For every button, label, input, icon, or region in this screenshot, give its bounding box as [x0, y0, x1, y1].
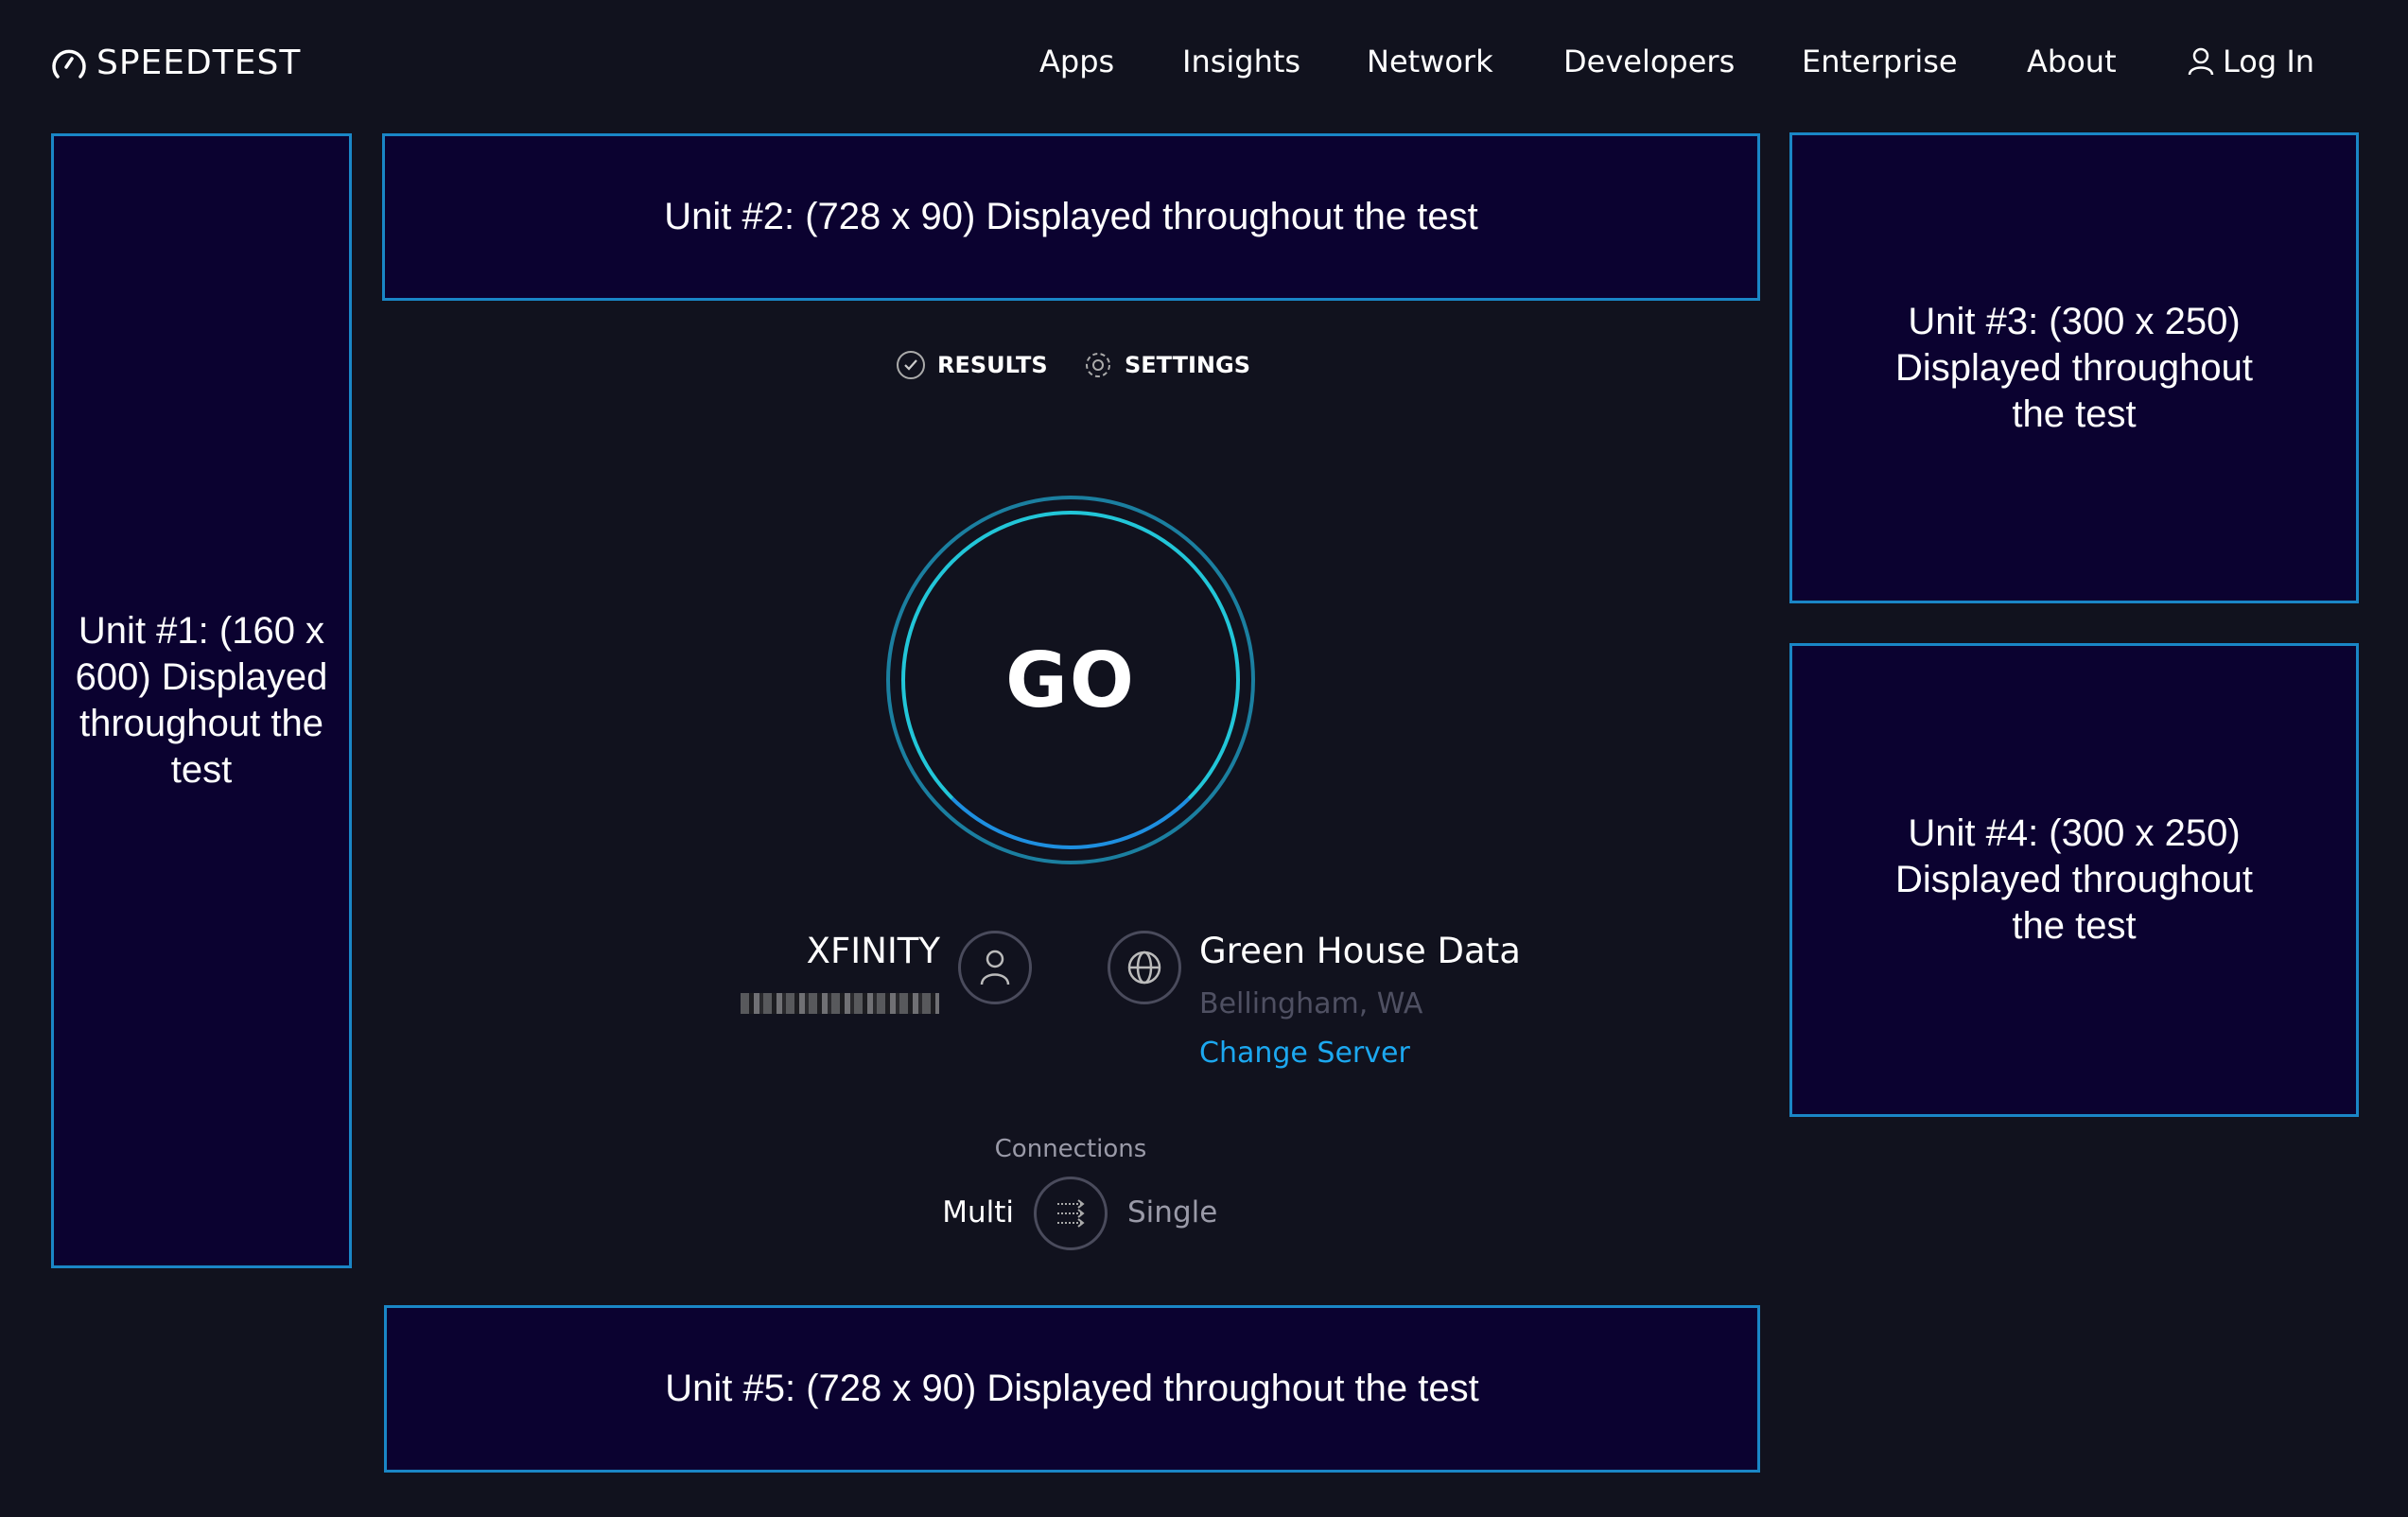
connections-multi[interactable]: Multi	[942, 1195, 1014, 1229]
ad-unit-1[interactable]: Unit #1: (160 x 600) Displayed throughou…	[51, 133, 352, 1268]
nav-network[interactable]: Network	[1367, 44, 1493, 79]
redacted-ip	[741, 993, 939, 1014]
logo-text: SPEEDTEST	[96, 44, 302, 82]
connections-label: Connections	[994, 1135, 1147, 1163]
speedtest-logo[interactable]: SPEEDTEST	[51, 44, 301, 82]
ad-unit-4[interactable]: Unit #4: (300 x 250) Displayed throughou…	[1789, 643, 2359, 1117]
isp-user-icon	[958, 931, 1032, 1004]
user-icon	[2188, 47, 2214, 76]
isp-name: XFINITY	[806, 931, 940, 971]
nav-apps[interactable]: Apps	[1039, 44, 1115, 79]
nav-developers[interactable]: Developers	[1563, 44, 1736, 79]
nav-insights[interactable]: Insights	[1182, 44, 1301, 79]
ad-unit-3[interactable]: Unit #3: (300 x 250) Displayed throughou…	[1789, 132, 2359, 603]
login-link[interactable]: Log In	[2187, 44, 2314, 79]
login-label: Log In	[2223, 44, 2315, 79]
check-circle-icon	[897, 351, 925, 379]
nav-enterprise[interactable]: Enterprise	[1802, 44, 1958, 79]
results-label: RESULTS	[937, 352, 1048, 378]
connections-single[interactable]: Single	[1127, 1195, 1218, 1229]
settings-label: SETTINGS	[1125, 352, 1250, 378]
change-server-link[interactable]: Change Server	[1199, 1037, 1410, 1070]
server-globe-icon[interactable]	[1108, 931, 1181, 1004]
ad-unit-2[interactable]: Unit #2: (728 x 90) Displayed throughout…	[382, 133, 1760, 301]
go-label: GO	[901, 511, 1240, 849]
tab-results[interactable]: RESULTS	[896, 350, 1048, 380]
connections-toggle[interactable]	[1034, 1177, 1108, 1250]
server-location: Bellingham, WA	[1199, 987, 1423, 1020]
tab-settings[interactable]: SETTINGS	[1083, 350, 1250, 380]
arrows-icon	[1057, 1199, 1085, 1228]
nav-about[interactable]: About	[2027, 44, 2117, 79]
go-button[interactable]: GO	[886, 496, 1255, 864]
ad-unit-5[interactable]: Unit #5: (728 x 90) Displayed throughout…	[384, 1305, 1760, 1473]
gauge-icon	[52, 49, 86, 78]
server-name: Green House Data	[1199, 931, 1521, 971]
gear-icon	[1086, 353, 1110, 377]
